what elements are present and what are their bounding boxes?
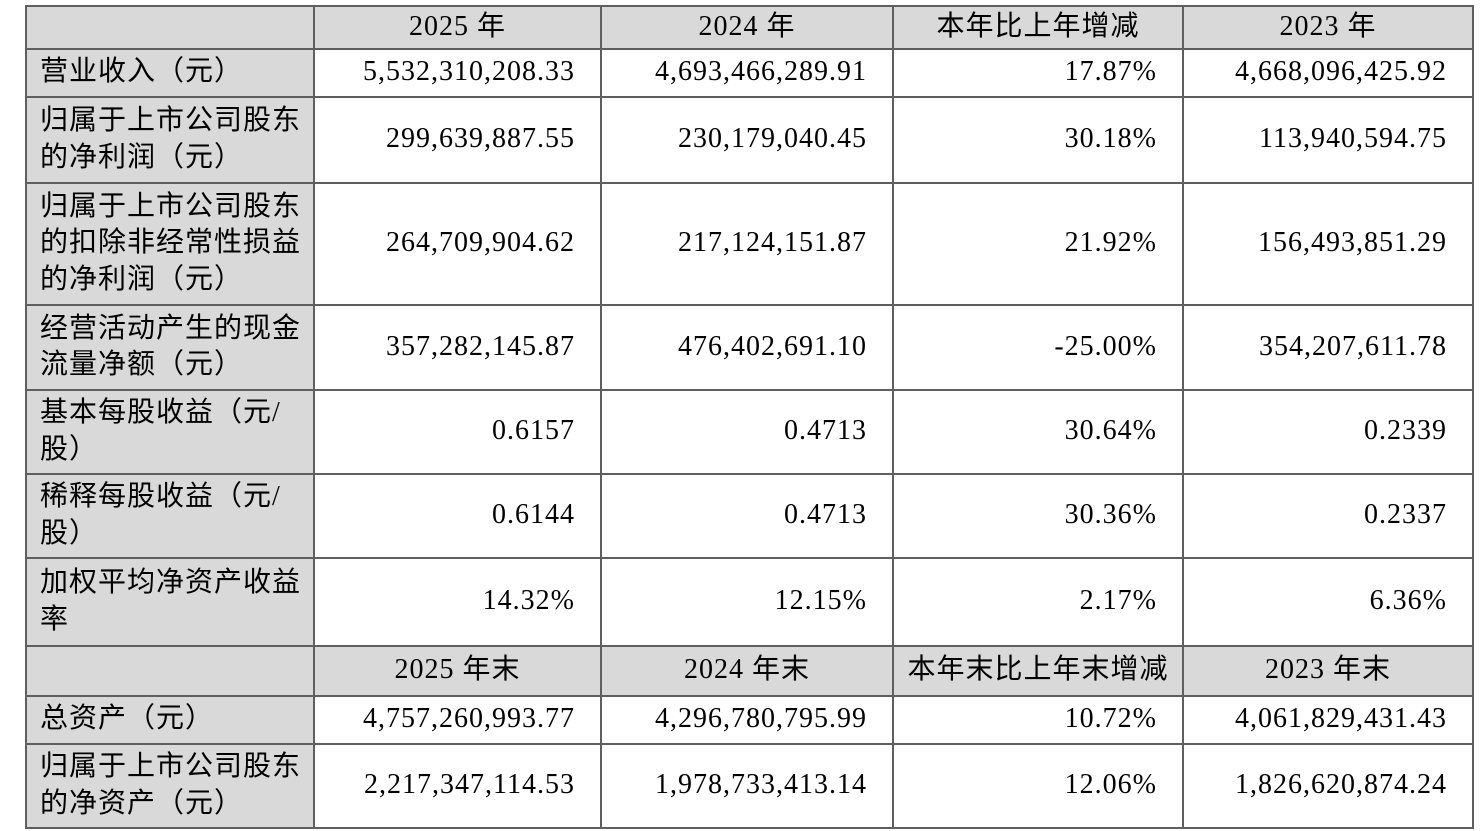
value-cell: 264,709,904.62 (313, 181, 602, 306)
value-cell: 10.72% (892, 694, 1184, 745)
metric-label: 归属于上市公司股东的净利润（元） (25, 95, 315, 184)
value-cell: 0.4713 (600, 472, 894, 559)
value-cell: 357,282,145.87 (313, 303, 602, 391)
value-cell: 4,668,096,425.92 (1182, 47, 1474, 98)
table-row-basic-eps: 基本每股收益（元/股） 0.6157 0.4713 30.64% 0.2339 (25, 388, 1474, 475)
table-row-net-profit: 归属于上市公司股东的净利润（元） 299,639,887.55 230,179,… (25, 95, 1474, 184)
value-cell: 30.36% (892, 472, 1184, 559)
corner-empty-cell (25, 644, 315, 697)
value-cell: 2.17% (892, 556, 1184, 647)
value-cell: 21.92% (892, 181, 1184, 306)
value-cell: 2,217,347,114.53 (313, 742, 602, 829)
annual-header-row: 2025 年 2024 年 本年比上年增减 2023 年 (25, 5, 1474, 50)
value-cell: -25.00% (892, 303, 1184, 391)
table-row-total-assets: 总资产（元） 4,757,260,993.77 4,296,780,795.99… (25, 694, 1474, 745)
metric-label: 加权平均净资产收益率 (25, 556, 315, 647)
value-cell: 1,978,733,413.14 (600, 742, 894, 829)
value-cell: 476,402,691.10 (600, 303, 894, 391)
year-end-header-row: 2025 年末 2024 年末 本年末比上年末增减 2023 年末 (25, 644, 1474, 697)
value-cell: 113,940,594.75 (1182, 95, 1474, 184)
metric-label: 基本每股收益（元/股） (25, 388, 315, 475)
column-header-yoy-change: 本年比上年增减 (892, 5, 1184, 50)
value-cell: 4,757,260,993.77 (313, 694, 602, 745)
table-row-net-profit-excl-nonrecurring: 归属于上市公司股东的扣除非经常性损益的净利润（元） 264,709,904.62… (25, 181, 1474, 306)
column-header-2023-year-end: 2023 年末 (1182, 644, 1474, 697)
value-cell: 156,493,851.29 (1182, 181, 1474, 306)
value-cell: 4,693,466,289.91 (600, 47, 894, 98)
value-cell: 30.64% (892, 388, 1184, 475)
value-cell: 299,639,887.55 (313, 95, 602, 184)
metric-label: 归属于上市公司股东的净资产（元） (25, 742, 315, 829)
metric-label: 营业收入（元） (25, 47, 315, 98)
value-cell: 1,826,620,874.24 (1182, 742, 1474, 829)
table-row-diluted-eps: 稀释每股收益（元/股） 0.6144 0.4713 30.36% 0.2337 (25, 472, 1474, 559)
value-cell: 30.18% (892, 95, 1184, 184)
value-cell: 217,124,151.87 (600, 181, 894, 306)
value-cell: 6.36% (1182, 556, 1474, 647)
value-cell: 0.6144 (313, 472, 602, 559)
metric-label: 经营活动产生的现金流量净额（元） (25, 303, 315, 391)
value-cell: 14.32% (313, 556, 602, 647)
column-header-2025: 2025 年 (313, 5, 602, 50)
financial-summary-table: 2025 年 2024 年 本年比上年增减 2023 年 营业收入（元） 5,5… (25, 5, 1474, 829)
column-header-2023: 2023 年 (1182, 5, 1474, 50)
value-cell: 5,532,310,208.33 (313, 47, 602, 98)
column-header-2025-year-end: 2025 年末 (313, 644, 602, 697)
column-header-2024-year-end: 2024 年末 (600, 644, 894, 697)
metric-label: 总资产（元） (25, 694, 315, 745)
value-cell: 4,061,829,431.43 (1182, 694, 1474, 745)
table-row-operating-revenue: 营业收入（元） 5,532,310,208.33 4,693,466,289.9… (25, 47, 1474, 98)
column-header-2024: 2024 年 (600, 5, 894, 50)
metric-label: 稀释每股收益（元/股） (25, 472, 315, 559)
value-cell: 4,296,780,795.99 (600, 694, 894, 745)
value-cell: 0.6157 (313, 388, 602, 475)
value-cell: 0.4713 (600, 388, 894, 475)
table-row-net-assets: 归属于上市公司股东的净资产（元） 2,217,347,114.53 1,978,… (25, 742, 1474, 829)
value-cell: 12.06% (892, 742, 1184, 829)
value-cell: 12.15% (600, 556, 894, 647)
value-cell: 17.87% (892, 47, 1184, 98)
table-row-weighted-avg-roe: 加权平均净资产收益率 14.32% 12.15% 2.17% 6.36% (25, 556, 1474, 647)
table-row-operating-cash-flow: 经营活动产生的现金流量净额（元） 357,282,145.87 476,402,… (25, 303, 1474, 391)
column-header-year-end-change: 本年末比上年末增减 (892, 644, 1184, 697)
value-cell: 230,179,040.45 (600, 95, 894, 184)
value-cell: 354,207,611.78 (1182, 303, 1474, 391)
value-cell: 0.2337 (1182, 472, 1474, 559)
corner-empty-cell (25, 5, 315, 50)
value-cell: 0.2339 (1182, 388, 1474, 475)
metric-label: 归属于上市公司股东的扣除非经常性损益的净利润（元） (25, 181, 315, 306)
